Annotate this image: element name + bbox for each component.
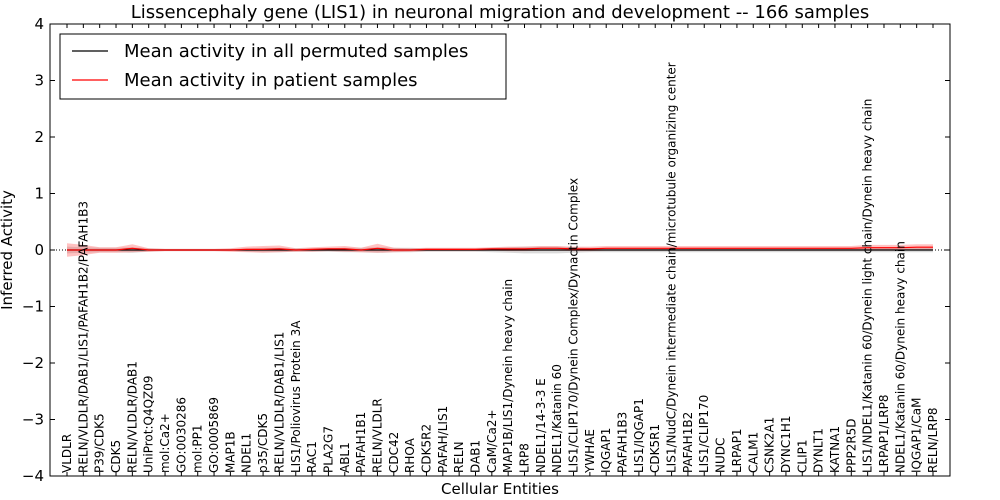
x-tick-label: CSNK2A1 — [763, 417, 777, 473]
x-tick-label: UniProt:Q4QZ09 — [142, 375, 156, 473]
x-tick-label: PAFAH1B2 — [681, 412, 695, 473]
x-tick-label: CDK5R1 — [648, 424, 662, 473]
y-tick-label: 4 — [34, 15, 44, 33]
x-tick-label: p35/CDK5 — [256, 413, 270, 473]
x-tick-label: LIS1/CLIP170 — [697, 395, 711, 473]
x-tick-label: RAC1 — [305, 441, 319, 473]
x-tick-label: NDEL1/Katanin 60/Dynein heavy chain — [893, 241, 907, 473]
x-tick-label: LIS1/NudC/Dynein intermediate chain/micr… — [665, 62, 679, 473]
x-tick-label: RELN — [452, 441, 466, 473]
x-tick-label: LRP8 — [518, 443, 532, 473]
y-axis-title: Inferred Activity — [0, 190, 16, 310]
x-tick-label: RELN/LRP8 — [926, 407, 940, 473]
y-tick-label: −1 — [22, 298, 44, 316]
chart-title: Lissencephaly gene (LIS1) in neuronal mi… — [131, 2, 870, 23]
x-tick-label: PLA2G7 — [321, 426, 335, 473]
x-tick-label: ABL1 — [338, 442, 352, 473]
x-tick-label: CALM1 — [746, 432, 760, 473]
y-tick-label: −2 — [22, 354, 44, 372]
x-tick-label: NDEL1/Katanin 60 — [550, 364, 564, 473]
x-tick-label: PAFAH/LIS1 — [436, 406, 450, 473]
x-tick-label: NUDC — [714, 438, 728, 473]
x-tick-label: PPP2R5D — [844, 418, 858, 473]
plot-area: −4 −3 −2 −1 0 1 2 3 4 VLDLR RELN/VLDLR/DAB1/LIS1/P… — [22, 15, 951, 485]
x-tick-label: NDEL1/14-3-3 E — [534, 378, 548, 473]
y-tick-label: 0 — [34, 241, 44, 259]
x-tick-label: DYNC1H1 — [779, 415, 793, 473]
x-tick-label: LIS1/NDEL1/Katanin 60/Dynein light chain… — [861, 99, 875, 473]
x-tick-label: NDEL1 — [240, 433, 254, 473]
x-tick-label: YWHAE — [583, 429, 597, 474]
legend: Mean activity in all permuted samples Me… — [59, 33, 507, 100]
x-tick-label: PAFAH1B1 — [354, 412, 368, 473]
legend-entry-permuted: Mean activity in all permuted samples — [124, 41, 468, 62]
x-tick-label: MAP1B/LIS1/Dynein heavy chain — [501, 279, 515, 473]
x-tick-label: LIS1/IQGAP1 — [632, 398, 646, 473]
y-tick-label: 1 — [34, 185, 44, 203]
x-tick-label: GO:0030286 — [174, 397, 188, 473]
y-tick-label: −4 — [22, 467, 44, 485]
legend-entry-patient: Mean activity in patient samples — [124, 70, 418, 91]
x-tick-label: VLDLR — [60, 434, 74, 473]
x-tick-label: mol:Ca2+ — [158, 413, 172, 473]
x-axis-title: Cellular Entities — [441, 480, 559, 498]
x-tick-label: P39/CDK5 — [93, 413, 107, 473]
x-tick-label: CDC42 — [387, 432, 401, 473]
x-tick-label: RELN/VLDLR — [370, 398, 384, 473]
y-tick-label: 2 — [34, 128, 44, 146]
x-tick-label: RELN/VLDLR/DAB1 — [125, 361, 139, 473]
x-tick-label: PAFAH1B3 — [616, 412, 630, 473]
x-tick-label: DAB1 — [468, 440, 482, 473]
x-tick-label: IQGAP1 — [599, 428, 613, 473]
legend-box — [59, 33, 507, 100]
x-tick-label: CDK5 — [109, 440, 123, 473]
x-tick-label: IQGAP1/CaM — [910, 398, 924, 474]
series-line-patient — [67, 246, 933, 251]
x-tick-label: LRPAP1/LRP8 — [877, 394, 891, 473]
x-tick-label: MAP1B — [223, 431, 237, 473]
x-tick-label: CaM/Ca2+ — [485, 409, 499, 473]
x-tick-label: LIS1/CLIP170/Dynein Complex/Dynactin Com… — [567, 178, 581, 473]
x-tick-label: CLIP1 — [795, 440, 809, 473]
x-tick-label: LRPAP1 — [730, 428, 744, 473]
x-tick-label: KATNA1 — [828, 426, 842, 473]
x-tick-label: LIS1/Poliovirus Protein 3A — [289, 320, 303, 473]
x-tick-label: mol:PP1 — [191, 424, 205, 473]
x-tick-label: RELN/VLDLR/DAB1/LIS1/PAFAH1B2/PAFAH1B3 — [76, 201, 90, 473]
x-tick-label: RHOA — [403, 437, 417, 473]
x-tick-label: RELN/VLDLR/DAB1/LIS1 — [272, 332, 286, 473]
y-tick-label: −3 — [22, 411, 44, 429]
x-tick-label: GO:0005869 — [207, 397, 221, 473]
y-tick-label: 3 — [34, 72, 44, 90]
x-tick-label: DYNLT1 — [812, 428, 826, 473]
x-tick-label: CDK5R2 — [419, 424, 433, 473]
